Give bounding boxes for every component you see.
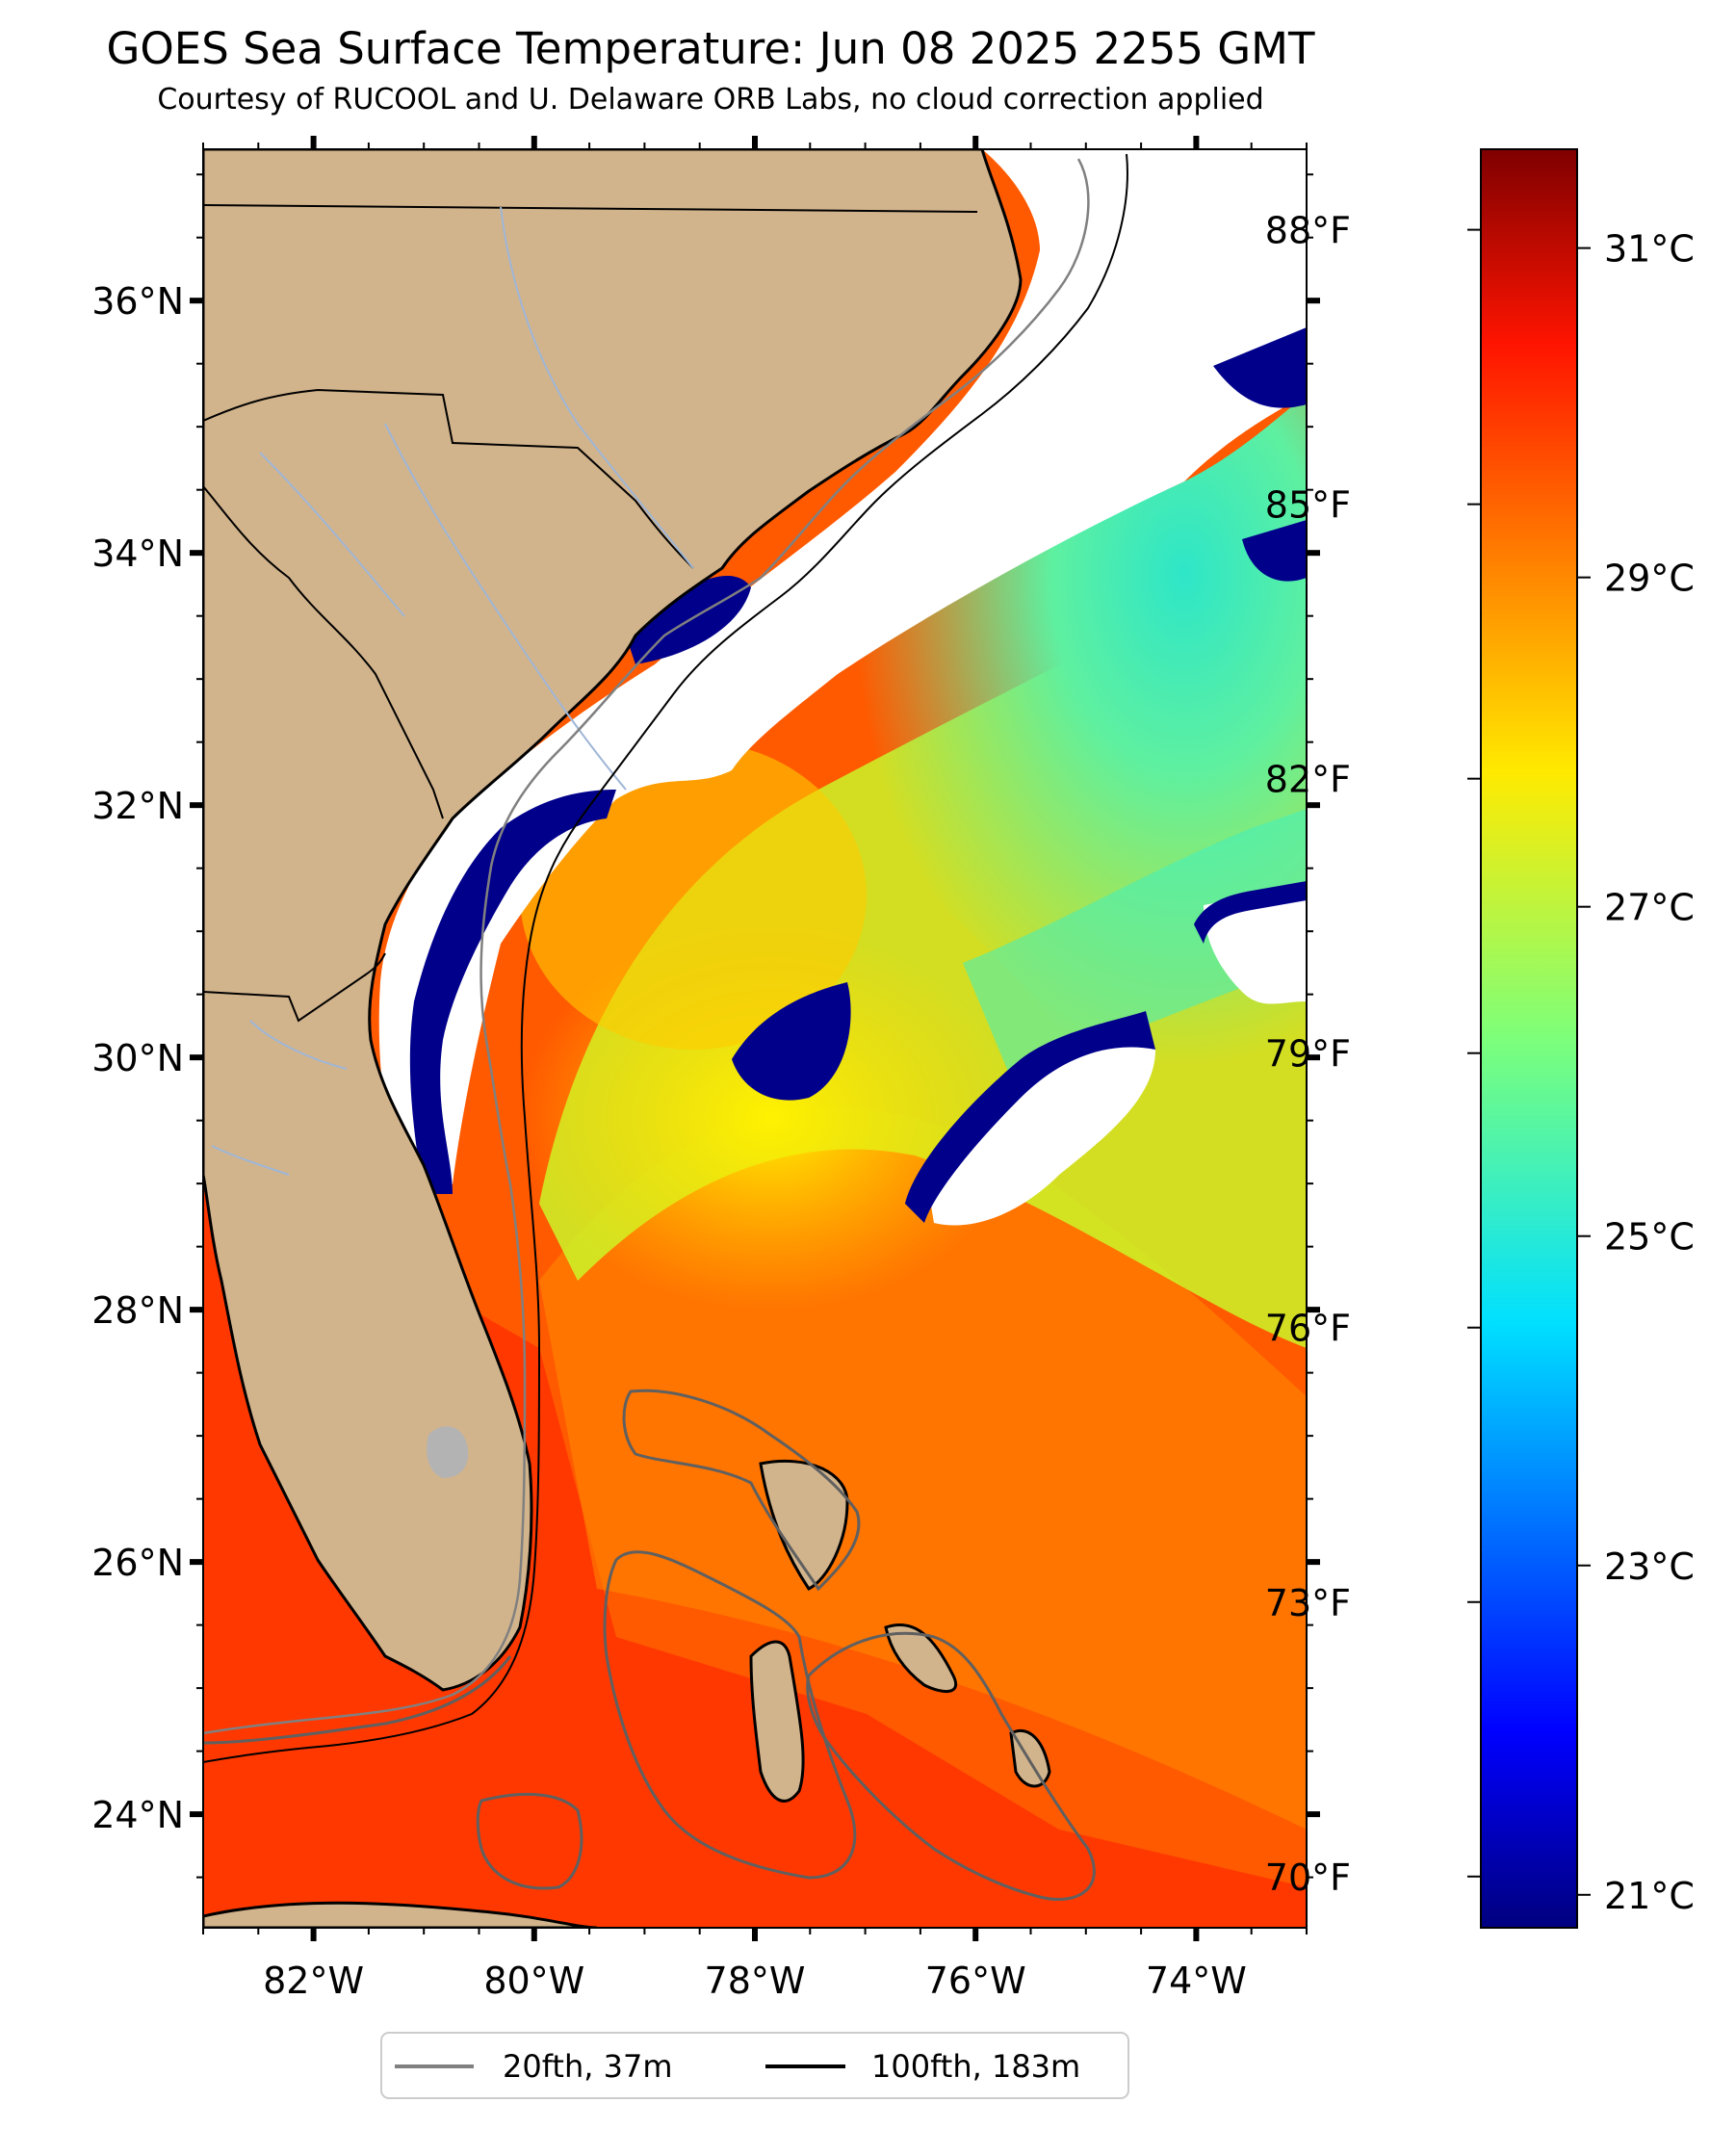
lat-tick-label: 36°N	[91, 280, 184, 323]
land-southeast-us	[203, 149, 1023, 1692]
cloud-mask-central	[924, 1026, 1155, 1226]
colorbar-axes: 21°C 23°C 25°C 27°C 29°C 31°C 70°F 73°F 76°F 79°F…	[1265, 210, 1695, 1917]
cold-patch-east-1	[1213, 327, 1307, 408]
state-borders	[203, 204, 978, 1023]
lat-tick-label: 28°N	[91, 1289, 184, 1332]
lat-tick-label: 24°N	[91, 1794, 184, 1836]
isobath-20fth	[203, 158, 1090, 1735]
legend-label-20fth: 20fth, 37m	[503, 2048, 672, 2085]
lat-tick-label: 34°N	[91, 532, 184, 575]
lat-tick-label: 30°N	[91, 1037, 184, 1079]
bahamas-islands	[203, 1459, 1051, 1928]
celsius-tick-label: 21°C	[1604, 1875, 1695, 1917]
fahrenheit-tick-label: 88°F	[1265, 210, 1351, 252]
legend: 20fth, 37m 100fth, 183m	[380, 2032, 1129, 2099]
colorbar-gradient	[1480, 148, 1578, 1929]
fahrenheit-tick-label: 85°F	[1265, 484, 1351, 527]
figure-subtitle: Courtesy of RUCOOL and U. Delaware ORB L…	[157, 83, 1263, 117]
celsius-tick-label: 27°C	[1604, 887, 1695, 929]
fahrenheit-tick-label: 82°F	[1265, 759, 1351, 801]
map-panel: 82°W 80°W 78°W 76°W 74°W 24°N 26°N 28°N 30°N 32°N…	[91, 136, 1320, 2002]
cloud-mask-north	[378, 149, 1307, 1194]
lon-tick-label: 80°W	[483, 1960, 584, 2002]
lon-tick-label: 74°W	[1146, 1960, 1247, 2002]
isobath-100fth	[203, 153, 1128, 1763]
shallow-bank-outlines	[203, 1389, 1096, 1902]
celsius-tick-label: 25°C	[1604, 1216, 1695, 1259]
fahrenheit-tick-label: 70°F	[1265, 1856, 1351, 1899]
sst-cyan-streak	[963, 809, 1307, 1078]
fahrenheit-tick-label: 76°F	[1265, 1308, 1351, 1350]
cold-patch-east-2	[1242, 520, 1307, 582]
colorbar: 21°C 23°C 25°C 27°C 29°C 31°C 70°F 73°F 76°F 79°F…	[1265, 148, 1695, 1929]
lon-tick-label: 78°W	[705, 1960, 806, 2002]
celsius-tick-label: 29°C	[1604, 558, 1695, 600]
legend-box	[380, 2032, 1129, 2099]
fahrenheit-tick-label: 73°F	[1265, 1582, 1351, 1624]
map-axes: 82°W 80°W 78°W 76°W 74°W 24°N 26°N 28°N 30°N 32°N…	[91, 136, 1320, 2002]
cold-rim-central-cloud	[905, 1011, 1155, 1223]
lat-tick-label: 32°N	[91, 785, 184, 827]
lat-tick-label: 26°N	[91, 1542, 184, 1584]
cold-rim-coast	[409, 790, 616, 1194]
lake-okeechobee	[427, 1426, 469, 1478]
rivers	[211, 206, 694, 1176]
figure-title: GOES Sea Surface Temperature: Jun 08 202…	[107, 23, 1316, 74]
lon-tick-label: 82°W	[263, 1960, 364, 2002]
legend-label-100fth: 100fth, 183m	[871, 2048, 1080, 2085]
cold-patch-central	[732, 982, 851, 1101]
cold-rim-ne	[1194, 881, 1307, 944]
celsius-tick-label: 31°C	[1604, 228, 1695, 271]
lon-tick-label: 76°W	[925, 1960, 1026, 2002]
celsius-tick-label: 23°C	[1604, 1545, 1695, 1588]
fahrenheit-tick-label: 79°F	[1265, 1033, 1351, 1076]
